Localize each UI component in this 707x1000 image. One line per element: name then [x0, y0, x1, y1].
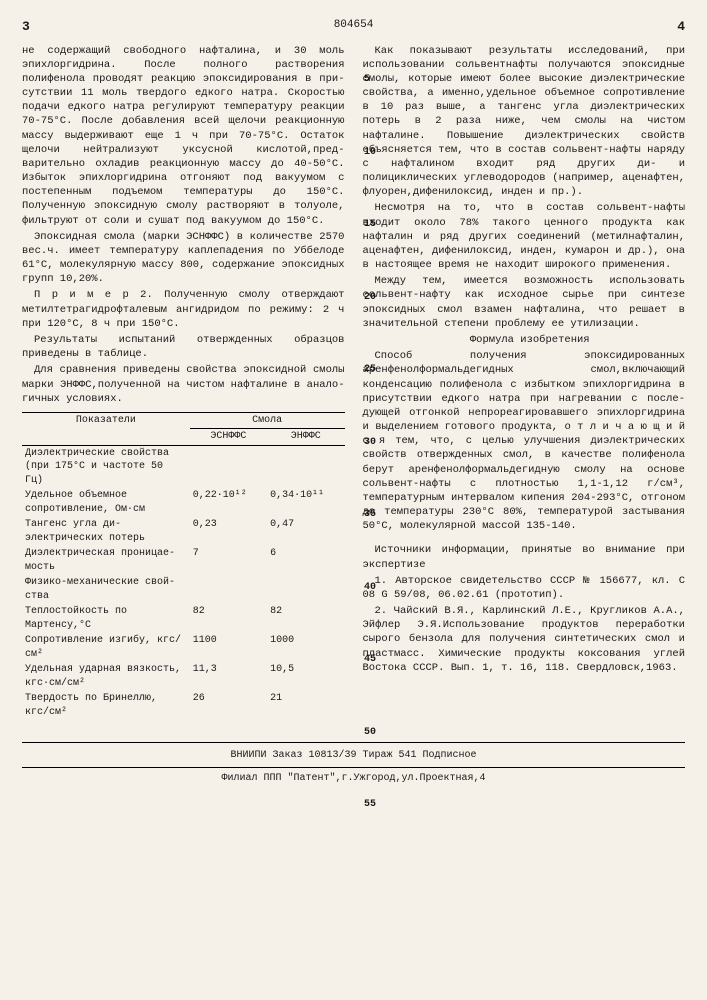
table-cell-value: 7 — [190, 546, 267, 575]
claim-paragraph: Способ получения эпоксидированных аренфе… — [363, 349, 686, 533]
body-paragraph: Эпоксидная смола (марки ЭСНФФС) в количе… — [22, 230, 345, 287]
line-number: 50 — [364, 726, 376, 740]
table-cell-value: 1000 — [267, 633, 344, 662]
line-number: 30 — [364, 436, 376, 450]
table-cell-value: 26 — [190, 691, 267, 720]
line-number: 35 — [364, 508, 376, 522]
body-paragraph: Для сравнения приведены свойства эпоксид… — [22, 363, 345, 406]
table-cell-value — [267, 575, 344, 604]
line-number: 5 — [364, 73, 376, 87]
table-cell-value: 0,34·10¹¹ — [267, 488, 344, 517]
table-row: Твердость по Бринеллю, кгс/см²2621 — [22, 691, 345, 720]
right-column: Как показывают результаты иссле­дований,… — [363, 44, 686, 727]
table-cell-value: 82 — [267, 604, 344, 633]
table-row: Теплостойкость по Мартенсу,°С8282 — [22, 604, 345, 633]
table-row: Удельная удар­ная вязкость, кгс·см/см²11… — [22, 662, 345, 691]
line-number: 15 — [364, 218, 376, 232]
two-column-layout: не содержащий свободного нафталина, и 30… — [22, 44, 685, 727]
line-number: 20 — [364, 291, 376, 305]
line-number: 45 — [364, 653, 376, 667]
table-row: Диэлектричес­кая проницае­мость76 — [22, 546, 345, 575]
table-cell-value: 11,3 — [190, 662, 267, 691]
line-number: 40 — [364, 581, 376, 595]
page-header: 3 804654 4 — [22, 18, 685, 36]
table-header: Показатели — [22, 412, 190, 445]
page-number-right: 4 — [677, 18, 685, 36]
table-cell-value — [190, 445, 267, 488]
footer-line: ВНИИПИ Заказ 10813/39 Тираж 541 Подписно… — [22, 749, 685, 763]
table-row: Диэлектрические свойства (при 175°С и ча… — [22, 445, 345, 488]
table-cell-value — [190, 575, 267, 604]
source-item: 1. Авторское свидетельство СССР № 156677… — [363, 574, 686, 602]
body-paragraph: Как показывают результаты иссле­дований,… — [363, 44, 686, 200]
table-cell-label: Тангенс угла ди­электрических потерь — [22, 517, 190, 546]
page-root: 3 804654 4 5 10 15 20 25 30 35 40 45 50 … — [22, 18, 685, 785]
page-number-left: 3 — [22, 18, 30, 36]
line-number: 55 — [364, 798, 376, 812]
table-cell-value: 0,23 — [190, 517, 267, 546]
table-cell-value — [267, 445, 344, 488]
page-footer: ВНИИПИ Заказ 10813/39 Тираж 541 Подписно… — [22, 742, 685, 785]
table-cell-label: Твердость по Бринеллю, кгс/см² — [22, 691, 190, 720]
table-cell-label: Диэлектричес­кая проницае­мость — [22, 546, 190, 575]
table-cell-value: 1100 — [190, 633, 267, 662]
table-cell-label: Теплостойкость по Мартенсу,°С — [22, 604, 190, 633]
body-paragraph: П р и м е р 2. Полученную смолу отвержда… — [22, 288, 345, 331]
table-row: Сопротивление изгибу, кгс/см²11001000 — [22, 633, 345, 662]
table-header: Смола — [190, 412, 345, 429]
table-cell-label: Диэлектрические свойства (при 175°С и ча… — [22, 445, 190, 488]
table-header: ЭСНФФС — [190, 429, 267, 446]
table-cell-value: 10,5 — [267, 662, 344, 691]
properties-table: Показатели Смола ЭСНФФС ЭНФФС Диэлектрич… — [22, 412, 345, 721]
table-cell-value: 21 — [267, 691, 344, 720]
source-item: 2. Чайский В.Я., Карлинский Л.Е., Кругли… — [363, 604, 686, 675]
table-cell-value: 0,22·10¹² — [190, 488, 267, 517]
footer-line: Филиал ППП "Патент",г.Ужгород,ул.Проектн… — [22, 767, 685, 786]
document-number: 804654 — [30, 18, 677, 36]
table-header: ЭНФФС — [267, 429, 344, 446]
table-cell-label: Удельное объем­ное сопротивле­ние, Ом·см — [22, 488, 190, 517]
table-cell-value: 0,47 — [267, 517, 344, 546]
table-row: Физико-механи­ческие свой­ства — [22, 575, 345, 604]
line-number: 10 — [364, 146, 376, 160]
line-number: 25 — [364, 363, 376, 377]
body-paragraph: Несмотря на то, что в состав сольвент-на… — [363, 201, 686, 272]
body-paragraph: не содержащий свободного нафталина, и 30… — [22, 44, 345, 228]
table-row: Тангенс угла ди­электрических потерь0,23… — [22, 517, 345, 546]
left-column: не содержащий свободного нафталина, и 30… — [22, 44, 345, 727]
table-cell-label: Физико-механи­ческие свой­ства — [22, 575, 190, 604]
line-number-gutter: 5 10 15 20 25 30 35 40 45 50 55 — [364, 73, 376, 812]
table-cell-label: Удельная удар­ная вязкость, кгс·см/см² — [22, 662, 190, 691]
table-cell-value: 82 — [190, 604, 267, 633]
table-row: Удельное объем­ное сопротивле­ние, Ом·см… — [22, 488, 345, 517]
table-cell-value: 6 — [267, 546, 344, 575]
body-paragraph: Результаты испытаний отвержденных образц… — [22, 333, 345, 361]
sources-title: Источники информации, принятые во вниман… — [363, 543, 686, 571]
body-paragraph: Между тем, имеется возможность использов… — [363, 274, 686, 331]
table-cell-label: Сопротивление изгибу, кгс/см² — [22, 633, 190, 662]
formula-title: Формула изобретения — [363, 333, 686, 347]
